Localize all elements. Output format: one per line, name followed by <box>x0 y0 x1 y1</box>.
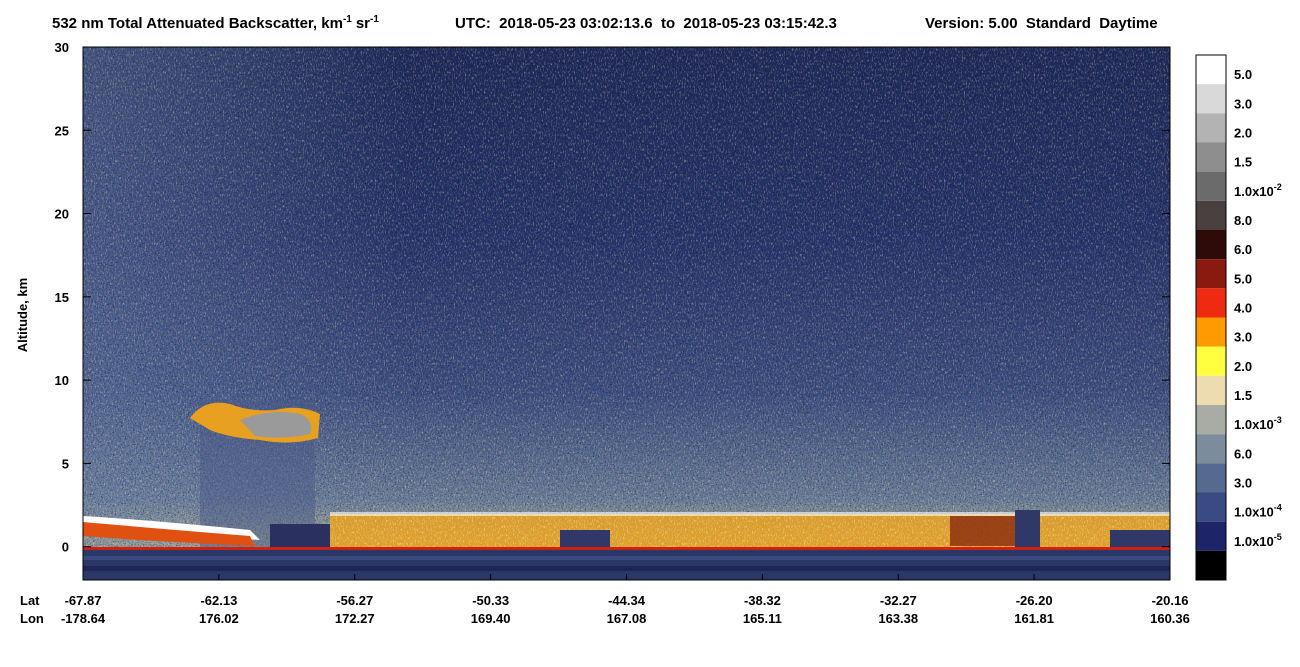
colorbar-label-text: 1.5 <box>1234 155 1252 170</box>
colorbar-label-exponent: -4 <box>1274 503 1282 513</box>
colorbar-label: 1.5 <box>1234 388 1252 403</box>
colorbar-label: 4.0 <box>1234 301 1252 316</box>
colorbar-swatch <box>1196 317 1226 347</box>
colorbar-label-text: 2.0 <box>1234 359 1252 374</box>
y-tick-label: 20 <box>55 207 69 222</box>
colorbar-label-text: 1.5 <box>1234 388 1252 403</box>
colorbar-label-exponent: -2 <box>1274 182 1282 192</box>
colorbar-label: 5.0 <box>1234 67 1252 82</box>
title-version: Version: 5.00 Standard Daytime <box>925 15 1158 32</box>
title: 532 nm Total Attenuated Backscatter, km-… <box>52 14 1158 32</box>
y-tick-label: 10 <box>55 373 69 388</box>
y-tick-label: 30 <box>55 40 69 55</box>
colorbar-swatch <box>1196 463 1226 493</box>
colorbar-label-text: 5.0 <box>1234 67 1252 82</box>
y-tick-label: 5 <box>62 456 69 471</box>
x-tick-label: 167.08 <box>607 611 647 626</box>
colorbar-label: 2.0 <box>1234 359 1252 374</box>
colorbar-label-text: 4.0 <box>1234 301 1252 316</box>
colorbar-label: 2.0 <box>1234 126 1252 141</box>
colorbar-label-exponent: -5 <box>1274 532 1282 542</box>
x-tick-label: 176.02 <box>199 611 239 626</box>
colorbar-label: 1.0x10-2 <box>1234 182 1282 199</box>
colorbar-swatch <box>1196 230 1226 260</box>
title-exponent: -1 <box>343 14 352 25</box>
colorbar-swatch <box>1196 84 1226 114</box>
x-tick-label: 163.38 <box>878 611 918 626</box>
colorbar-swatch <box>1196 434 1226 464</box>
x-tick-label: -62.13 <box>200 593 237 608</box>
y-axis-label: Altitude, km <box>15 278 30 352</box>
colorbar-swatch <box>1196 171 1226 201</box>
colorbar-label-text: 2.0 <box>1234 126 1252 141</box>
x-tick-label: 165.11 <box>743 611 782 626</box>
colorbar-label: 6.0 <box>1234 446 1252 461</box>
colorbar-swatch <box>1196 113 1226 143</box>
x-row-name: Lat <box>20 593 40 608</box>
x-tick-label: -50.33 <box>472 593 509 608</box>
y-tick-label: 15 <box>55 290 69 305</box>
colorbar-swatch <box>1196 142 1226 172</box>
title-text: 532 nm Total Attenuated Backscatter, km <box>52 15 343 32</box>
x-tick-label: 160.36 <box>1150 611 1190 626</box>
colorbar-swatch <box>1196 259 1226 289</box>
x-tick-label: 161.81 <box>1014 611 1054 626</box>
title-time: UTC: 2018-05-23 03:02:13.6 to 2018-05-23… <box>455 15 837 32</box>
x-tick-label: -20.16 <box>1152 593 1189 608</box>
x-tick-label: -26.20 <box>1016 593 1053 608</box>
colorbar-label-text: 3.0 <box>1234 476 1252 491</box>
colorbar-swatch <box>1196 55 1226 85</box>
colorbar-swatch <box>1196 375 1226 405</box>
colorbar-swatch <box>1196 346 1226 376</box>
colorbar-frame <box>1195 54 1227 581</box>
colorbar-label-text: 1.0x10 <box>1234 417 1274 432</box>
colorbar-label: 5.0 <box>1234 271 1252 286</box>
x-tick-label: -56.27 <box>336 593 373 608</box>
x-tick-label: -67.87 <box>65 593 102 608</box>
x-tick-label: -178.64 <box>61 611 106 626</box>
x-row-name: Lon <box>20 611 44 626</box>
colorbar-label-text: 6.0 <box>1234 446 1252 461</box>
title-unit: sr <box>356 15 370 32</box>
colorbar-label-text: 1.0x10 <box>1234 184 1274 199</box>
x-tick-label: -32.27 <box>880 593 917 608</box>
y-tick-label: 25 <box>55 123 69 138</box>
colorbar-label: 1.0x10-5 <box>1234 532 1282 549</box>
colorbar-label: 6.0 <box>1234 242 1252 257</box>
title-main: 532 nm Total Attenuated Backscatter, km-… <box>52 14 379 32</box>
x-tick-label: 172.27 <box>335 611 375 626</box>
colorbar-swatch <box>1196 288 1226 318</box>
colorbar-label: 1.5 <box>1234 155 1252 170</box>
colorbar-label: 3.0 <box>1234 476 1252 491</box>
x-tick-label: -44.34 <box>608 593 646 608</box>
colorbar-label: 1.0x10-4 <box>1234 503 1282 520</box>
colorbar-swatch <box>1196 492 1226 522</box>
colorbar-label: 1.0x10-3 <box>1234 415 1282 432</box>
colorbar-label-exponent: -3 <box>1274 415 1282 425</box>
colorbar-label-text: 8.0 <box>1234 213 1252 228</box>
colorbar-swatch <box>1196 405 1226 435</box>
colorbar-label-text: 1.0x10 <box>1234 534 1274 549</box>
colorbar-label-text: 1.0x10 <box>1234 505 1274 520</box>
x-tick-label: 169.40 <box>471 611 511 626</box>
colorbar-label-text: 3.0 <box>1234 96 1252 111</box>
colorbar-swatch <box>1196 521 1226 551</box>
colorbar-swatch <box>1196 550 1226 580</box>
colorbar-swatch <box>1196 200 1226 230</box>
colorbar-label-text: 5.0 <box>1234 271 1252 286</box>
x-tick-label: -38.32 <box>744 593 781 608</box>
title-exponent: -1 <box>370 14 379 25</box>
colorbar-label: 8.0 <box>1234 213 1252 228</box>
colorbar-label: 3.0 <box>1234 330 1252 345</box>
colorbar-label-text: 3.0 <box>1234 330 1252 345</box>
curtain-image <box>83 47 1170 580</box>
colorbar-label: 3.0 <box>1234 96 1252 111</box>
y-tick-label: 0 <box>62 540 69 555</box>
colorbar-label-text: 6.0 <box>1234 242 1252 257</box>
